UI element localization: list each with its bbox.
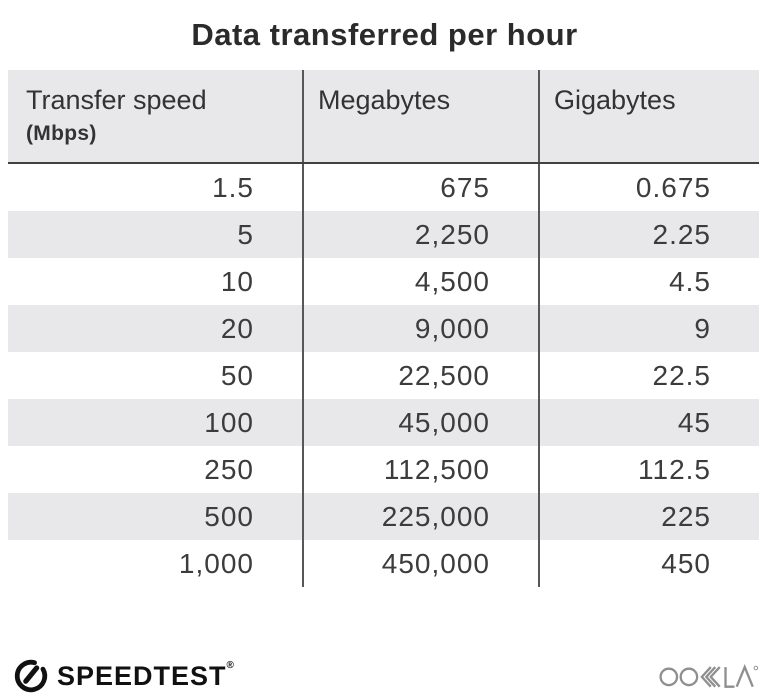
speed-cell: 5 [237,219,254,250]
speedtest-wordmark: SPEEDTEST® [57,659,235,691]
table-row: 250 112,500 112.5 [8,446,759,493]
gigabytes-cell: 450 [538,540,759,587]
footer: SPEEDTEST® [12,655,759,697]
megabytes-cell: 112,500 [302,446,538,493]
gigabytes-cell: 112.5 [538,446,759,493]
megabytes-cell: 4,500 [302,258,538,305]
speed-cell: 50 [220,360,254,391]
gigabytes-cell: 22.5 [538,352,759,399]
megabytes-cell: 2,250 [302,211,538,258]
gigabytes-cell: 45 [538,399,759,446]
megabytes-cell: 675 [302,164,538,211]
registered-trademark-icon: ® [226,659,235,671]
ookla-letter-k [709,666,721,688]
gigabytes-cell: 4.5 [538,258,759,305]
speedtest-logo: SPEEDTEST® [12,657,235,695]
table-row: 100 45,000 45 [8,399,759,446]
table-row: 50 22,500 22.5 [8,352,759,399]
column-header-label: Megabytes [318,85,451,115]
speed-cell: 100 [204,407,254,438]
speed-cell: 10 [220,266,254,297]
gigabytes-cell: 2.25 [538,211,759,258]
ookla-letter-a [735,664,754,688]
page-title: Data transferred per hour [191,17,578,52]
table-row: 1,000 450,000 450 [8,540,759,587]
speed-cell: 20 [220,313,254,344]
page-header: Data transferred per hour [0,0,769,70]
registered-trademark-icon [753,665,759,671]
column-header-transfer-speed: Transfer speed (Mbps) [8,70,302,162]
column-header-gigabytes: Gigabytes [538,70,759,162]
data-table: Transfer speed (Mbps) Megabytes Gigabyte… [8,70,759,587]
column-header-unit: (Mbps) [26,122,97,145]
gigabytes-cell: 225 [538,493,759,540]
ookla-letter-k [700,666,712,688]
speed-cell: 500 [204,501,254,532]
megabytes-cell: 45,000 [302,399,538,446]
ookla-letter-l [724,667,735,688]
ookla-letter-o [679,667,699,687]
column-header-label: Transfer speed [26,85,207,115]
column-header-label: Gigabytes [554,85,676,115]
table-row: 10 4,500 4.5 [8,258,759,305]
megabytes-cell: 225,000 [302,493,538,540]
speed-cell: 1.5 [212,172,254,203]
table-row: 1.5 675 0.675 [8,164,759,211]
ookla-letter-k [704,666,717,688]
speedtest-gauge-icon [12,657,50,695]
megabytes-cell: 450,000 [302,540,538,587]
megabytes-cell: 9,000 [302,305,538,352]
table-row: 20 9,000 9 [8,305,759,352]
speedtest-label: SPEEDTEST [57,660,227,691]
ookla-logo [659,660,759,692]
ookla-letter-o [659,667,679,687]
speed-cell: 1,000 [178,548,254,579]
table-row: 5 2,250 2.25 [8,211,759,258]
speed-cell: 250 [204,454,254,485]
table-row: 500 225,000 225 [8,493,759,540]
gigabytes-cell: 9 [538,305,759,352]
gigabytes-cell: 0.675 [538,164,759,211]
table-header-row: Transfer speed (Mbps) Megabytes Gigabyte… [8,70,759,164]
column-header-megabytes: Megabytes [302,70,538,162]
megabytes-cell: 22,500 [302,352,538,399]
